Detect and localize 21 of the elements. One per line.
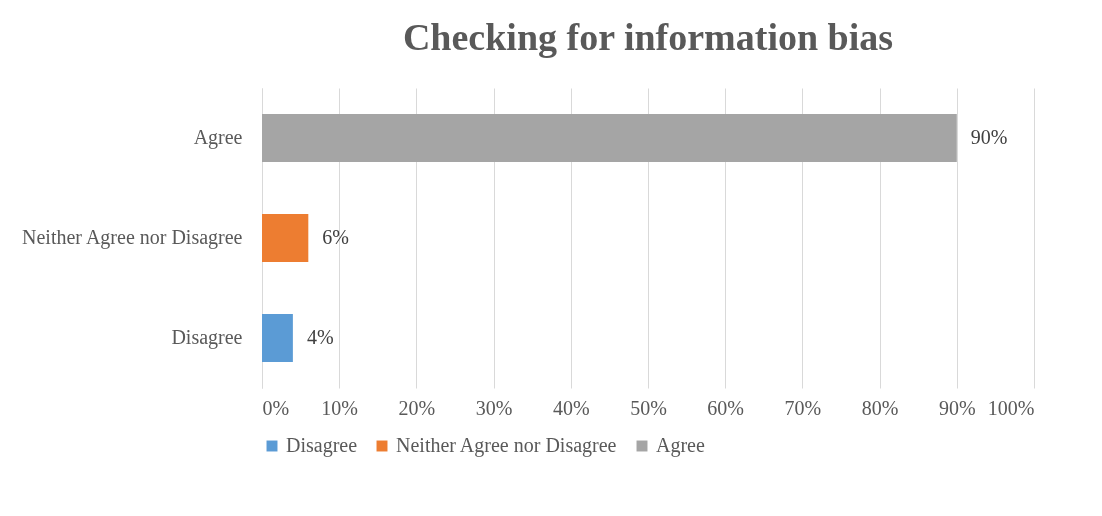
legend-label: Agree: [656, 434, 705, 457]
x-tick-label: 0%: [262, 396, 290, 419]
x-tick-label: 50%: [630, 396, 667, 419]
y-tick-label: Disagree: [171, 326, 243, 349]
y-tick-label: Agree: [193, 126, 243, 149]
x-tick-label: 10%: [321, 396, 359, 419]
x-tick-label: 30%: [475, 396, 513, 419]
data-label: 90%: [970, 126, 1008, 148]
x-tick-label: 60%: [707, 396, 745, 419]
chart-title: Checking for information bias: [402, 16, 894, 58]
x-tick-label: 100%: [987, 396, 1035, 419]
y-tick-label: Neither Agree nor Disagree: [22, 226, 243, 249]
x-tick-label: 40%: [552, 396, 590, 419]
x-tick-label: 20%: [398, 396, 436, 419]
x-tick-label: 80%: [861, 396, 899, 419]
x-tick-label: 70%: [784, 396, 822, 419]
data-label: 4%: [306, 326, 334, 348]
data-label: 6%: [322, 226, 349, 248]
x-tick-label: 90%: [938, 396, 976, 419]
legend-label: Disagree: [286, 434, 358, 457]
legend-label: Neither Agree nor Disagree: [396, 434, 617, 457]
